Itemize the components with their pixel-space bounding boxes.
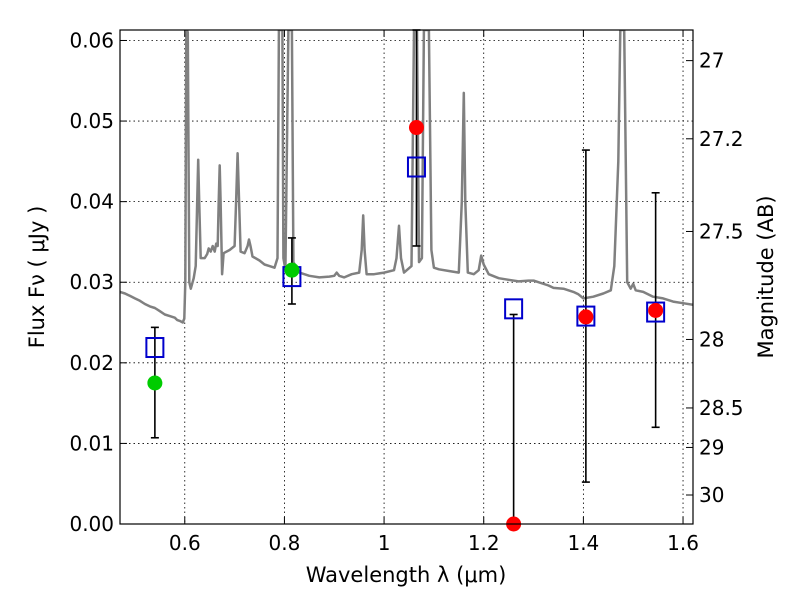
y-axis-right-label: Magnitude (AB) [754, 195, 778, 358]
model-photometry-square [504, 298, 524, 320]
right-tick-label: 30 [699, 483, 724, 507]
right-tick-label: 29 [699, 435, 724, 459]
x-tick-label: 0.6 [169, 531, 201, 555]
y-axis-label: Flux Fν ( μJy ) [25, 206, 49, 349]
x-tick-label: 1.2 [468, 531, 500, 555]
y-tick-label: 0.06 [69, 28, 114, 52]
observed-flux-marker [408, 120, 424, 136]
right-tick-label: 27.2 [699, 127, 744, 151]
right-tick-label: 27 [699, 49, 724, 73]
observed-flux-marker [284, 262, 300, 278]
observed-flux-marker [648, 302, 664, 318]
model-photometry-square [576, 305, 596, 327]
observed-flux-marker [147, 375, 163, 391]
right-tick-label: 28 [699, 327, 724, 351]
right-tick-label: 28.5 [699, 396, 744, 420]
y-tick-label: 0.05 [69, 109, 114, 133]
x-tick-label: 1.4 [567, 531, 599, 555]
model-photometry-square [646, 301, 666, 323]
y-tick-label: 0.04 [69, 190, 114, 214]
y-tick-label: 0.03 [69, 270, 114, 294]
x-tick-label: 0.8 [269, 531, 301, 555]
axes: 0.6 0.8 1 1.2 1.4 1.6 0.00 0.01 0.02 0.03 0.04 0.05… [69, 28, 743, 555]
model-photometry-square [145, 337, 165, 359]
model-photometry-square [406, 156, 426, 178]
x-axis-label: Wavelength λ (μm) [306, 563, 507, 587]
x-tick-label: 1 [378, 531, 391, 555]
x-tick-label: 1.6 [667, 531, 699, 555]
series-layer [120, 30, 693, 324]
observed-flux-marker [578, 309, 594, 325]
y-tick-label: 0.00 [69, 512, 114, 536]
plot-frame [119, 29, 694, 525]
spectrum-line [120, 30, 693, 324]
y-tick-label: 0.01 [69, 431, 114, 455]
y-tick-label: 0.02 [69, 351, 114, 375]
right-tick-label: 27.5 [699, 219, 744, 243]
plot-background [120, 30, 693, 524]
plot-area [120, 30, 693, 324]
